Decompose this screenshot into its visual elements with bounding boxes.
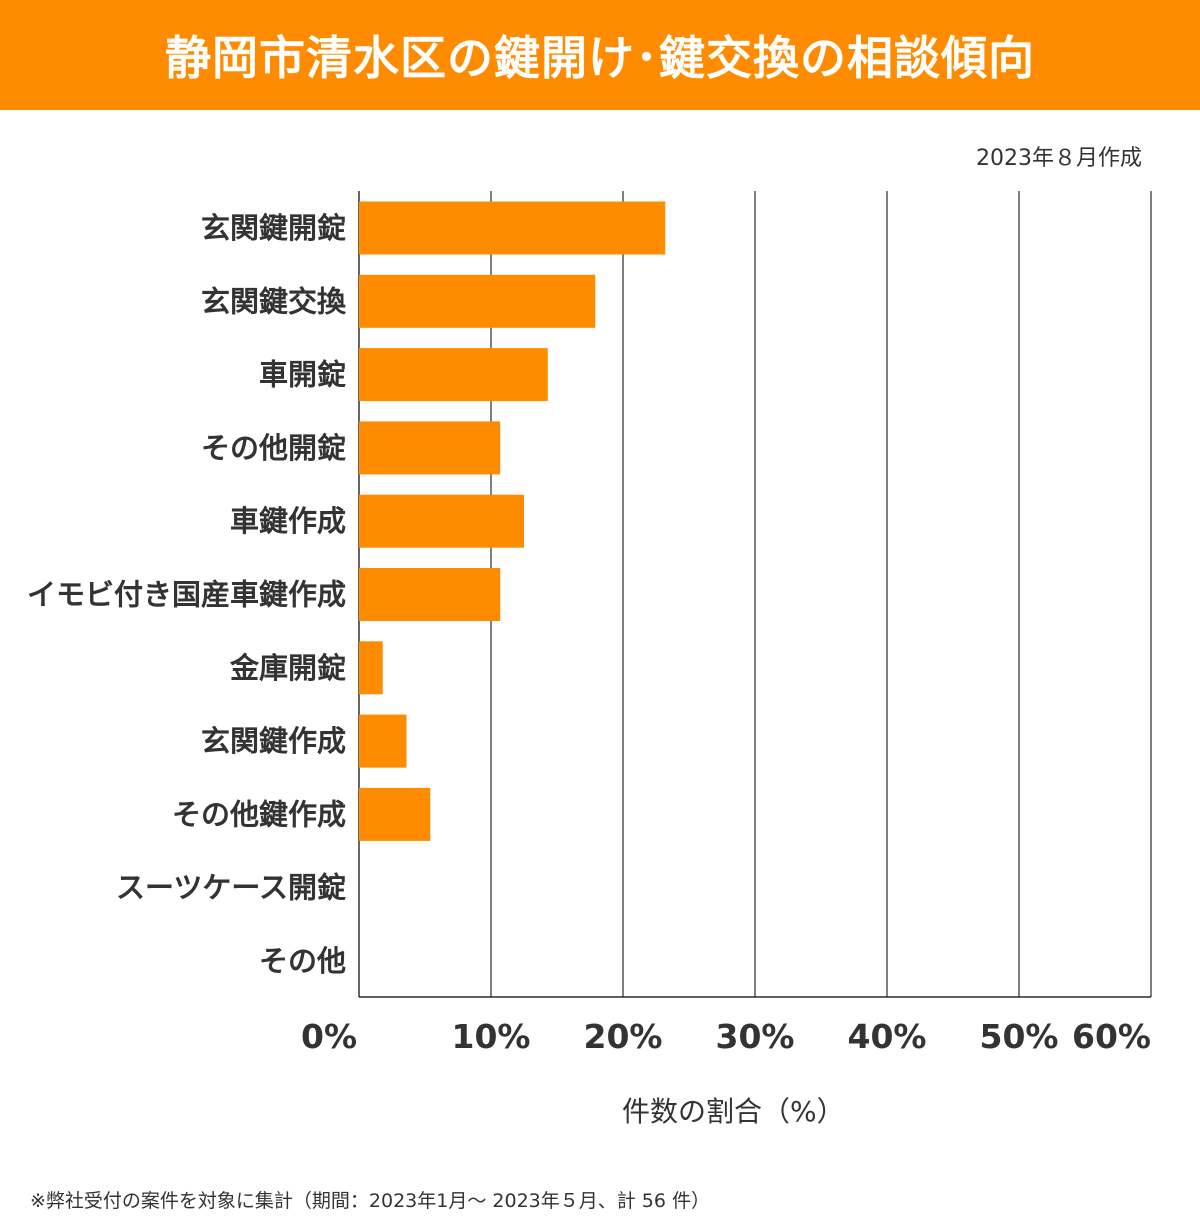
bar-6 — [359, 641, 383, 695]
bar-7 — [359, 714, 407, 768]
bar-8 — [359, 787, 431, 841]
chart-title: 静岡市清水区の鍵開け･鍵交換の相談傾向 — [165, 31, 1035, 85]
category-label-4: 車鍵作成 — [230, 504, 346, 538]
x-tick-label-40: 40% — [848, 1017, 927, 1056]
bar-3 — [359, 421, 501, 475]
category-label-8: その他鍵作成 — [172, 797, 346, 831]
x-tick-label-10: 10% — [452, 1017, 531, 1056]
created-date-note: 2023年８月作成 — [976, 146, 1142, 171]
x-tick-label-20: 20% — [584, 1017, 663, 1056]
category-label-10: その他 — [259, 944, 346, 978]
x-tick-label-0: 0% — [301, 1017, 357, 1056]
footnote: ※弊社受付の案件を対象に集計（期間：2023年1月～ 2023年５月、計 56 … — [30, 1190, 711, 1212]
category-label-7: 玄関鍵作成 — [201, 724, 346, 758]
bar-2 — [359, 348, 548, 402]
x-tick-label-50: 50% — [980, 1017, 1059, 1056]
x-axis-title: 件数の割合（%） — [622, 1095, 845, 1128]
category-label-3: その他開錠 — [201, 431, 346, 465]
x-tick-label-60: 60% — [1072, 1017, 1151, 1056]
category-label-9: スーツケース開錠 — [116, 871, 346, 905]
category-label-2: 車開錠 — [259, 358, 346, 392]
bar-1 — [359, 274, 596, 328]
category-label-1: 玄関鍵交換 — [201, 284, 347, 318]
x-tick-label-30: 30% — [716, 1017, 795, 1056]
title-bar: 静岡市清水区の鍵開け･鍵交換の相談傾向 — [0, 0, 1200, 110]
bar-5 — [359, 568, 501, 621]
category-label-0: 玄関鍵開錠 — [201, 211, 346, 245]
category-label-6: 金庫開錠 — [229, 651, 346, 685]
category-label-5: イモビ付き国産車鍵作成 — [27, 578, 346, 612]
bar-0 — [359, 201, 666, 255]
bar-4 — [359, 494, 524, 548]
